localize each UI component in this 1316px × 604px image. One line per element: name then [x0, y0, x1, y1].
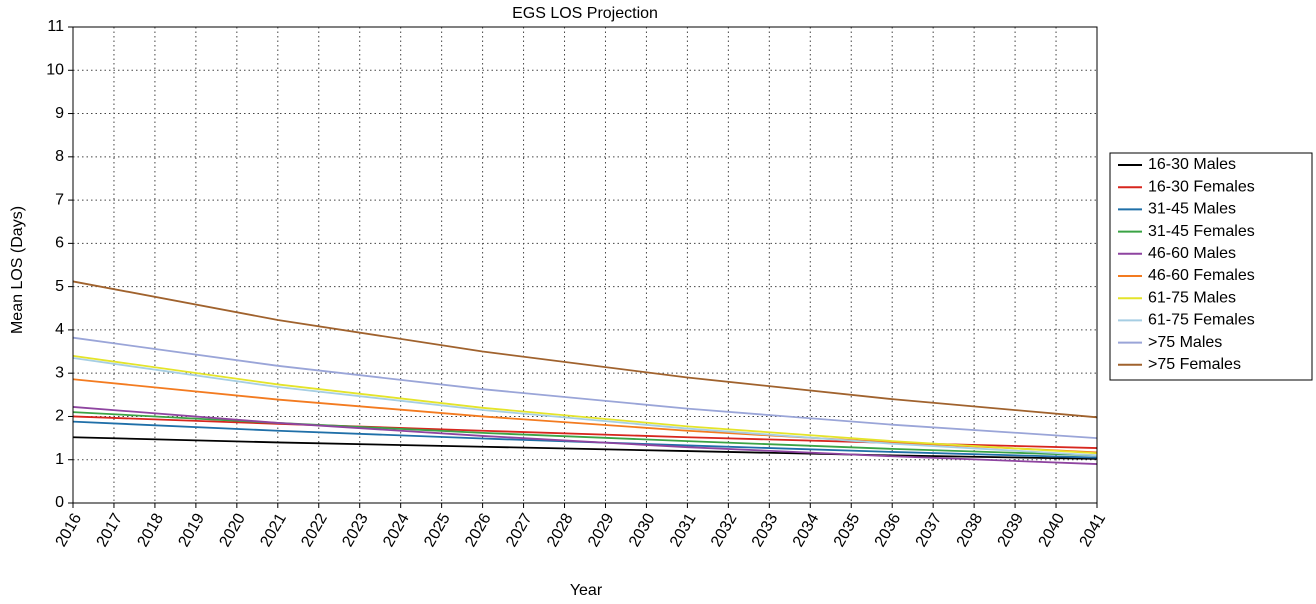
- y-tick-label: 2: [55, 408, 64, 425]
- x-tick-label: 2024: [380, 511, 413, 550]
- legend-label: 31-45 Females: [1148, 223, 1255, 240]
- y-tick-label: 8: [55, 148, 64, 165]
- y-tick-label: 10: [46, 61, 64, 78]
- series-line: [72, 354, 1098, 455]
- x-tick-label: 2022: [298, 511, 331, 550]
- legend-label: 31-45 Males: [1148, 201, 1236, 218]
- legend-label: >75 Females: [1148, 356, 1241, 373]
- y-tick-label: 6: [55, 235, 64, 252]
- x-tick-label: 2041: [1077, 511, 1110, 550]
- x-tick-label: 2039: [995, 511, 1028, 550]
- grid: [72, 26, 1098, 504]
- legend-label: 61-75 Males: [1148, 289, 1236, 306]
- x-tick-label: 2031: [667, 511, 700, 550]
- x-tick-label: 2016: [53, 511, 86, 550]
- legend-label: 16-30 Males: [1148, 156, 1236, 173]
- x-tick-label: 2030: [626, 511, 659, 550]
- y-tick-label: 11: [47, 18, 64, 35]
- y-tick-label: 4: [55, 321, 64, 338]
- legend-label: 16-30 Females: [1148, 178, 1255, 195]
- x-tick-label: 2028: [544, 511, 577, 550]
- x-tick-label: 2038: [954, 511, 987, 550]
- x-tick-label: 2023: [339, 511, 372, 550]
- x-tick-label: 2037: [913, 511, 946, 550]
- x-axis-label: Year: [570, 582, 603, 599]
- y-tick-label: 3: [55, 364, 64, 381]
- x-tick-label: 2033: [749, 511, 782, 550]
- legend-label: 46-60 Females: [1148, 267, 1255, 284]
- series-line: [72, 420, 1098, 459]
- x-tick-label: 2036: [872, 511, 905, 550]
- x-tick-label: 2018: [135, 511, 168, 550]
- legend-label: 61-75 Females: [1148, 312, 1255, 329]
- chart-title: EGS LOS Projection: [512, 5, 658, 22]
- x-tick-label: 2025: [421, 511, 454, 550]
- plot-lines: [72, 280, 1098, 465]
- x-tick-label: 2032: [708, 511, 741, 550]
- series-line: [72, 436, 1098, 460]
- x-tick-label: 2029: [585, 511, 618, 550]
- legend-label: 46-60 Males: [1148, 245, 1236, 262]
- x-tick-label: 2021: [257, 511, 290, 550]
- series-line: [72, 336, 1098, 439]
- x-tick-label: 2017: [94, 511, 127, 550]
- x-tick-label: 2035: [831, 511, 864, 550]
- legend-label: >75 Males: [1148, 334, 1222, 351]
- y-tick-label: 5: [55, 278, 64, 295]
- y-tick-label: 0: [55, 494, 64, 511]
- x-tick-label: 2020: [216, 511, 249, 550]
- series-line: [72, 280, 1098, 419]
- y-tick-label: 7: [55, 191, 64, 208]
- series-line: [72, 357, 1098, 457]
- series-line: [72, 406, 1098, 465]
- series-line: [72, 378, 1098, 454]
- y-tick-label: 9: [55, 105, 64, 122]
- y-axis-label: Mean LOS (Days): [9, 206, 26, 334]
- x-tick-label: 2040: [1036, 511, 1069, 550]
- y-tick-label: 1: [55, 451, 64, 468]
- plot-frame: [72, 26, 1098, 504]
- legend: [1109, 152, 1313, 381]
- x-tick-label: 2034: [790, 511, 823, 550]
- x-tick-label: 2019: [175, 511, 208, 550]
- x-tick-label: 2027: [503, 511, 536, 550]
- x-tick-label: 2026: [462, 511, 495, 550]
